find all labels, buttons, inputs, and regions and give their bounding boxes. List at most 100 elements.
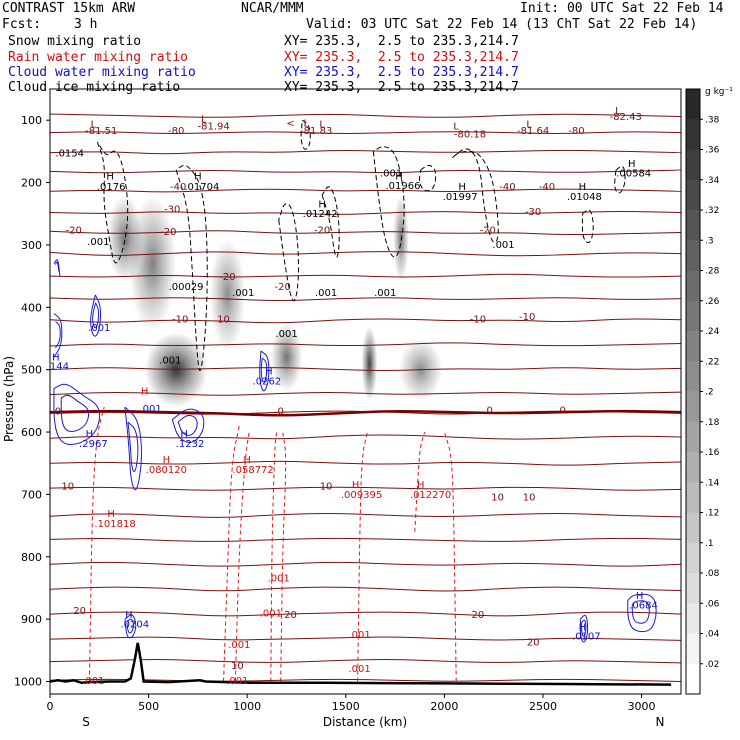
x-tick-label-0: 0 — [47, 700, 54, 713]
temp-label-7: -80 — [568, 126, 584, 137]
cloud-contour-inner-0 — [60, 394, 90, 432]
cloud-label-0: H — [52, 352, 60, 363]
isotherm-17 — [50, 486, 681, 491]
cloud-label-5: H — [180, 429, 188, 440]
x-tick-label-2: 1000 — [233, 700, 261, 713]
rain-label-11: .001 — [268, 574, 290, 585]
snow-label-13: .00584 — [616, 168, 651, 179]
snow-label-0: H — [106, 171, 114, 182]
isotherm-11 — [50, 342, 681, 347]
isotherm-22 — [50, 611, 681, 617]
snow-contour-5 — [451, 148, 499, 243]
cloud-label-9: .001 — [139, 404, 161, 415]
temp-label-29: 10 — [491, 493, 504, 504]
temp-label-9: -40 — [499, 182, 515, 193]
field-name-rain: Rain water mixing ratio — [8, 50, 189, 65]
temp-label-19: -10 — [172, 314, 188, 325]
colorbar-tick-label-14: .1 — [705, 539, 714, 549]
snow-contour-4 — [372, 146, 405, 258]
rain-contour-7 — [414, 431, 426, 532]
model-title: CONTRAST 15km ARW — [2, 1, 136, 16]
field-xy-cloud: XY= 235.3, 2.5 to 235.3,214.7 — [284, 65, 519, 80]
cloud-contour-inner-1 — [127, 421, 139, 473]
colorbar-tick-label-2: .34 — [705, 176, 720, 186]
snow-label-8: H — [458, 182, 466, 193]
rain-label-8: H — [107, 509, 115, 520]
temp-label-34: 20 — [527, 637, 540, 648]
colorbar-swatch-11 — [686, 421, 700, 453]
snow-label-21: .001 — [380, 168, 402, 179]
snow-shade-4 — [270, 322, 303, 392]
colorbar-unit: g kg⁻¹ — [705, 87, 733, 97]
colorbar-swatch-16 — [686, 573, 700, 604]
snow-label-19: .001 — [315, 288, 337, 299]
rain-label-12: .001 — [260, 609, 282, 620]
cloud-label-10: H — [125, 610, 133, 621]
isotherm-4 — [50, 188, 681, 193]
colorbar-tick-label-9: .2 — [705, 388, 714, 398]
cloud-contour-1 — [124, 406, 142, 491]
isotherm-2 — [50, 149, 681, 155]
ice-label-7: L — [615, 106, 621, 117]
rain-label-14: .001 — [226, 676, 248, 687]
cloud-contour-inner-3 — [260, 357, 268, 383]
cloud-contour-inner-4 — [92, 302, 100, 328]
contour-labels: -81.51 -81.94 -81.83 -80.18 -81.64 -82.43 -80 -… — [50, 106, 658, 687]
x-tick-label-1: 500 — [138, 700, 159, 713]
snow-contours — [96, 119, 626, 371]
rain-label-0: H — [163, 455, 171, 466]
cloud-label-4: .2967 — [79, 439, 108, 450]
temp-label-33: 20 — [472, 610, 485, 621]
snow-label-14: .0154 — [55, 148, 84, 159]
isotherm-1 — [50, 131, 681, 134]
snow-label-16: .00029 — [169, 282, 204, 293]
temp-label-21: -10 — [519, 312, 535, 323]
cloud-contour-4 — [90, 294, 102, 337]
temp-label-17: -20 — [219, 272, 235, 283]
rain-label-6: H — [417, 480, 425, 491]
snow-label-6: H — [395, 171, 403, 182]
rain-label-7: .012270 — [410, 490, 451, 501]
cloud-contour-9 — [53, 259, 61, 277]
cloud-contour-0 — [53, 383, 101, 446]
colorbar-swatch-13 — [686, 482, 700, 513]
temp-label-20: -10 — [470, 314, 486, 325]
cloud-contour-inner-2 — [177, 414, 198, 436]
temp-label-11: -30 — [164, 204, 180, 215]
temp-label-22: 10 — [217, 314, 230, 325]
center-label: NCAR/MMM — [241, 1, 304, 16]
colorbar-swatch-18 — [686, 633, 700, 665]
snow-contour-7 — [614, 165, 626, 194]
cloud-contour-inner-9 — [54, 261, 60, 273]
isotherm-5 — [50, 211, 681, 215]
y-tick-label-3: 400 — [21, 301, 42, 314]
isotherm-24 — [50, 658, 681, 664]
colorbar-swatch-7 — [686, 300, 700, 332]
field-xy-snow: XY= 235.3, 2.5 to 235.3,214.7 — [284, 34, 519, 49]
x-tick-label-3: 1500 — [332, 700, 360, 713]
cloud-label-15: .0684 — [629, 601, 658, 612]
field-name-ice: Cloud ice mixing ratio — [8, 80, 181, 95]
field-name-cloud: Cloud water mixing ratio — [8, 65, 196, 80]
cloud-contour-8 — [124, 614, 137, 639]
y-tick-label-6: 700 — [21, 488, 42, 501]
cloud-label-13: .0107 — [572, 632, 601, 643]
snow-contour-3 — [321, 186, 340, 258]
temp-label-4: -81.64 — [517, 126, 549, 137]
colorbar-tick-label-12: .14 — [705, 478, 720, 488]
right-end-label: N — [656, 715, 665, 729]
rain-label-17: .001 — [82, 676, 104, 687]
colorbar-swatch-14 — [686, 512, 700, 544]
cloud-contour-3 — [259, 350, 270, 392]
cloud-label-3: H — [86, 429, 94, 440]
y-tick-label-8: 900 — [21, 613, 42, 626]
valid-time: Valid: 03 UTC Sat 22 Feb 14 (13 ChT Sat … — [306, 17, 698, 32]
ice-label-5: L — [453, 122, 459, 133]
snow-label-5: .01242 — [303, 209, 338, 220]
temp-label-35: 10 — [231, 661, 244, 672]
isotherm-12 — [50, 367, 681, 371]
isotherm-23 — [50, 636, 681, 641]
isotherm-16 — [50, 460, 681, 466]
cloud-contour-inner-8 — [126, 618, 134, 634]
colorbar-tick-label-6: .26 — [705, 297, 720, 307]
